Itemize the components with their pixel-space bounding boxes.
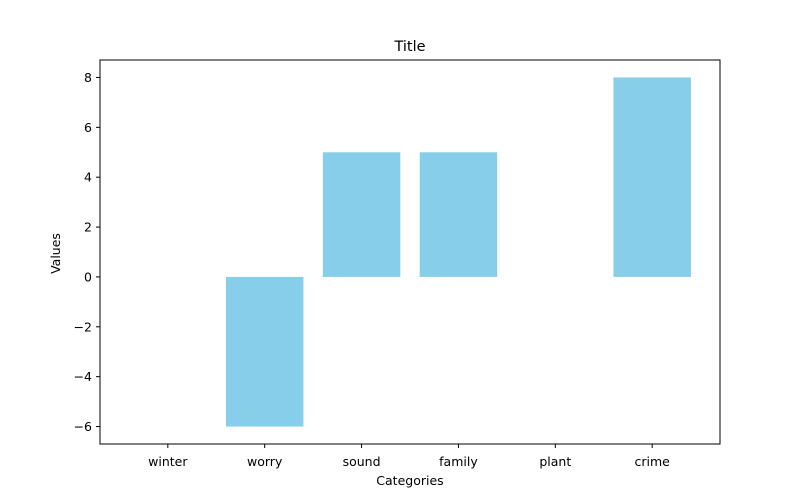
x-axis-label: Categories (376, 473, 443, 488)
x-tick-label: sound (343, 454, 381, 469)
x-tick-label: crime (635, 454, 671, 469)
y-tick-label: 6 (84, 120, 92, 135)
bar-family (419, 152, 498, 277)
bars-layer (225, 77, 691, 427)
y-tick-label: 2 (84, 220, 92, 235)
y-axis-ticks: −6 −4 −2 0 2 4 6 8 (74, 70, 100, 434)
x-tick-label: winter (148, 454, 188, 469)
y-tick-label: 8 (84, 70, 92, 85)
bar-crime (613, 77, 691, 277)
x-tick-label: plant (539, 454, 571, 469)
y-tick-label: 4 (84, 170, 92, 185)
y-tick-label: −4 (74, 369, 92, 384)
y-tick-label: −6 (74, 419, 92, 434)
bar-worry (225, 276, 304, 427)
x-tick-label: family (439, 454, 478, 469)
y-tick-label: 0 (84, 269, 92, 284)
y-tick-label: −2 (74, 319, 92, 334)
x-tick-label: worry (247, 454, 283, 469)
chart-title: Title (393, 39, 425, 55)
x-axis-ticks: winter worry sound family plant crime (148, 444, 670, 469)
bar-sound (322, 152, 401, 277)
y-axis-label: Values (48, 233, 63, 274)
plot-frame (99, 59, 721, 445)
